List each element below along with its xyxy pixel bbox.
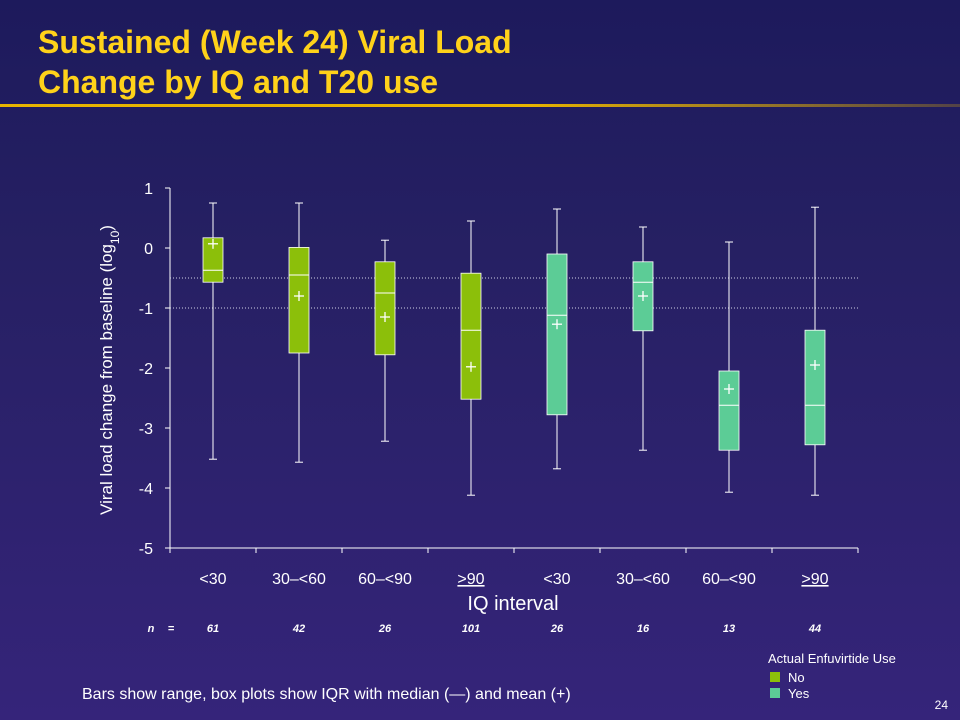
slide-title-line-2: Change by IQ and T20 use <box>38 64 439 100</box>
n-count: 16 <box>637 623 650 635</box>
x-tick-label: 60–<90 <box>702 571 756 588</box>
n-count: 26 <box>378 623 392 635</box>
y-tick-label: 0 <box>144 241 153 258</box>
n-count: 101 <box>462 623 480 635</box>
x-axis-label: IQ interval <box>467 593 558 615</box>
n-count: 61 <box>207 623 219 635</box>
x-tick-label: <30 <box>543 571 570 588</box>
legend-item-no: No <box>768 669 896 685</box>
legend-title: Actual Enfuvirtide Use <box>768 651 896 666</box>
x-tick-label: <30 <box>199 571 226 588</box>
page-number: 24 <box>934 698 948 712</box>
iqr-box <box>718 370 740 451</box>
y-axis-label: Viral load change from baseline (log10) <box>97 225 122 515</box>
iqr-box <box>460 272 482 400</box>
legend-swatch-yes <box>770 688 780 698</box>
iqr-box <box>374 261 396 356</box>
n-row-equals: = <box>168 623 175 635</box>
legend-item-yes: Yes <box>768 685 896 701</box>
footnote: Bars show range, box plots show IQR with… <box>82 686 571 703</box>
iqr-box <box>546 253 568 416</box>
y-tick-label: -1 <box>139 301 153 318</box>
x-tick-label: 60–<90 <box>358 571 412 588</box>
title-divider <box>0 104 960 107</box>
y-tick-label: -4 <box>139 481 153 498</box>
n-count: 44 <box>808 623 821 635</box>
y-tick-label: 1 <box>144 181 153 198</box>
y-axis-label-main: Viral load change from baseline (log <box>97 244 116 515</box>
x-tick-label: >90 <box>457 571 484 588</box>
n-count: 26 <box>550 623 564 635</box>
n-count: 42 <box>292 623 305 635</box>
y-tick-label: -3 <box>139 421 153 438</box>
iqr-box <box>202 237 224 283</box>
y-tick-label: -2 <box>139 361 153 378</box>
legend-label-yes: Yes <box>788 685 810 701</box>
legend-label-no: No <box>788 669 805 685</box>
n-row-label: n <box>148 623 155 635</box>
y-axis-label-subscript: 10 <box>108 230 122 244</box>
y-axis-label-close: ) <box>97 225 116 231</box>
slide-title: Sustained (Week 24) Viral Load Change by… <box>38 22 512 102</box>
slide-title-line-1: Sustained (Week 24) Viral Load <box>38 24 512 60</box>
n-count: 13 <box>723 623 735 635</box>
legend-swatch-no <box>770 672 780 682</box>
x-tick-label: 30–<60 <box>272 571 326 588</box>
x-tick-label: 30–<60 <box>616 571 670 588</box>
y-tick-label: -5 <box>139 541 153 558</box>
iqr-box <box>804 329 826 446</box>
plot-area: 1 0 -1 -2 -3 -4 -5 <30 30–<60 60–<90 >90 <30 30–<60 6… <box>139 181 859 635</box>
legend: Actual Enfuvirtide Use No Yes <box>768 651 896 701</box>
x-tick-label: >90 <box>801 571 828 588</box>
